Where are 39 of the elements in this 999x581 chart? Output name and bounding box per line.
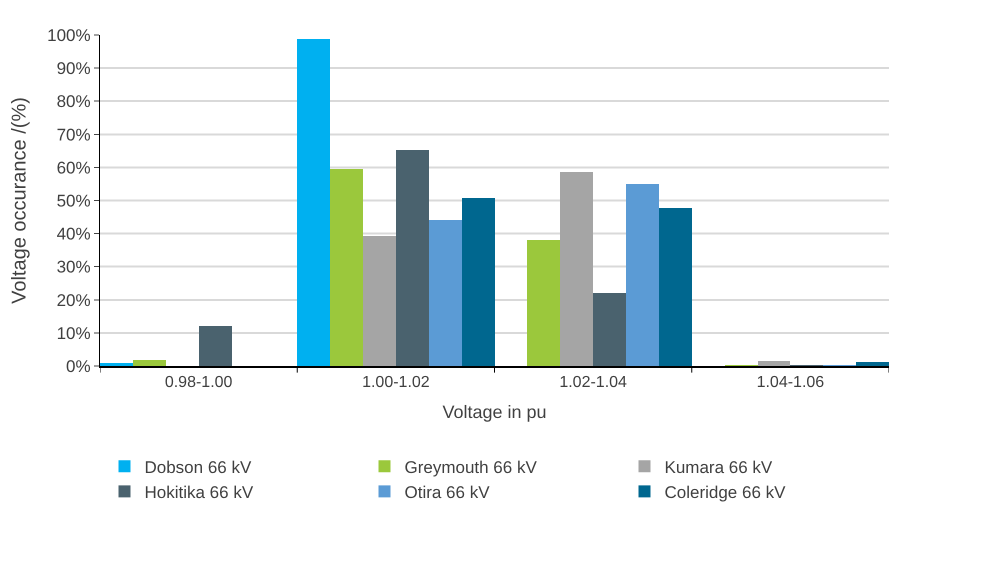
- legend-label: Dobson 66 kV: [144, 458, 252, 477]
- y-tick-label: 0%: [66, 356, 91, 376]
- y-tick-label: 60%: [56, 158, 91, 178]
- bar: [199, 326, 232, 366]
- y-tick-label: 40%: [56, 224, 91, 244]
- legend-label: Kumara 66 kV: [664, 458, 773, 477]
- legend-label: Greymouth 66 kV: [404, 458, 538, 477]
- y-tick-label: 90%: [56, 59, 91, 78]
- bar: [593, 293, 626, 366]
- legend-label: Otira 66 kV: [404, 483, 490, 502]
- bar: [462, 198, 495, 366]
- legend-label: Coleridge 66 kV: [664, 483, 786, 502]
- bar: [133, 360, 166, 366]
- bar: [429, 220, 462, 366]
- bar: [297, 39, 330, 366]
- x-tick-label: 1.04-1.06: [756, 374, 824, 392]
- bar: [100, 363, 133, 366]
- y-axis-title: Voltage occurance /(%): [8, 97, 31, 304]
- y-tick-label: 100%: [47, 26, 91, 45]
- y-tick-label: 80%: [56, 92, 91, 112]
- bar: [396, 150, 429, 366]
- y-tick-label: 30%: [56, 258, 91, 277]
- y-tick-label: 70%: [56, 125, 91, 144]
- x-tick-label: 0.98-1.00: [164, 374, 233, 392]
- bar: [856, 362, 889, 366]
- bar: [560, 172, 593, 366]
- legend-label: Hokitika 66 kV: [144, 483, 254, 502]
- bar: [363, 236, 396, 366]
- x-axis-title: Voltage in pu: [442, 402, 547, 422]
- x-tick-label: 1.00-1.02: [362, 374, 430, 392]
- bar: [330, 169, 363, 366]
- x-tick-label: 1.02-1.04: [559, 374, 628, 392]
- y-tick-label: 20%: [56, 290, 91, 310]
- bar: [527, 240, 560, 366]
- y-tick-label: 10%: [56, 324, 91, 343]
- bar: [758, 361, 790, 366]
- bar: [626, 184, 659, 366]
- y-tick-label: 50%: [56, 191, 91, 210]
- bar: [659, 208, 692, 366]
